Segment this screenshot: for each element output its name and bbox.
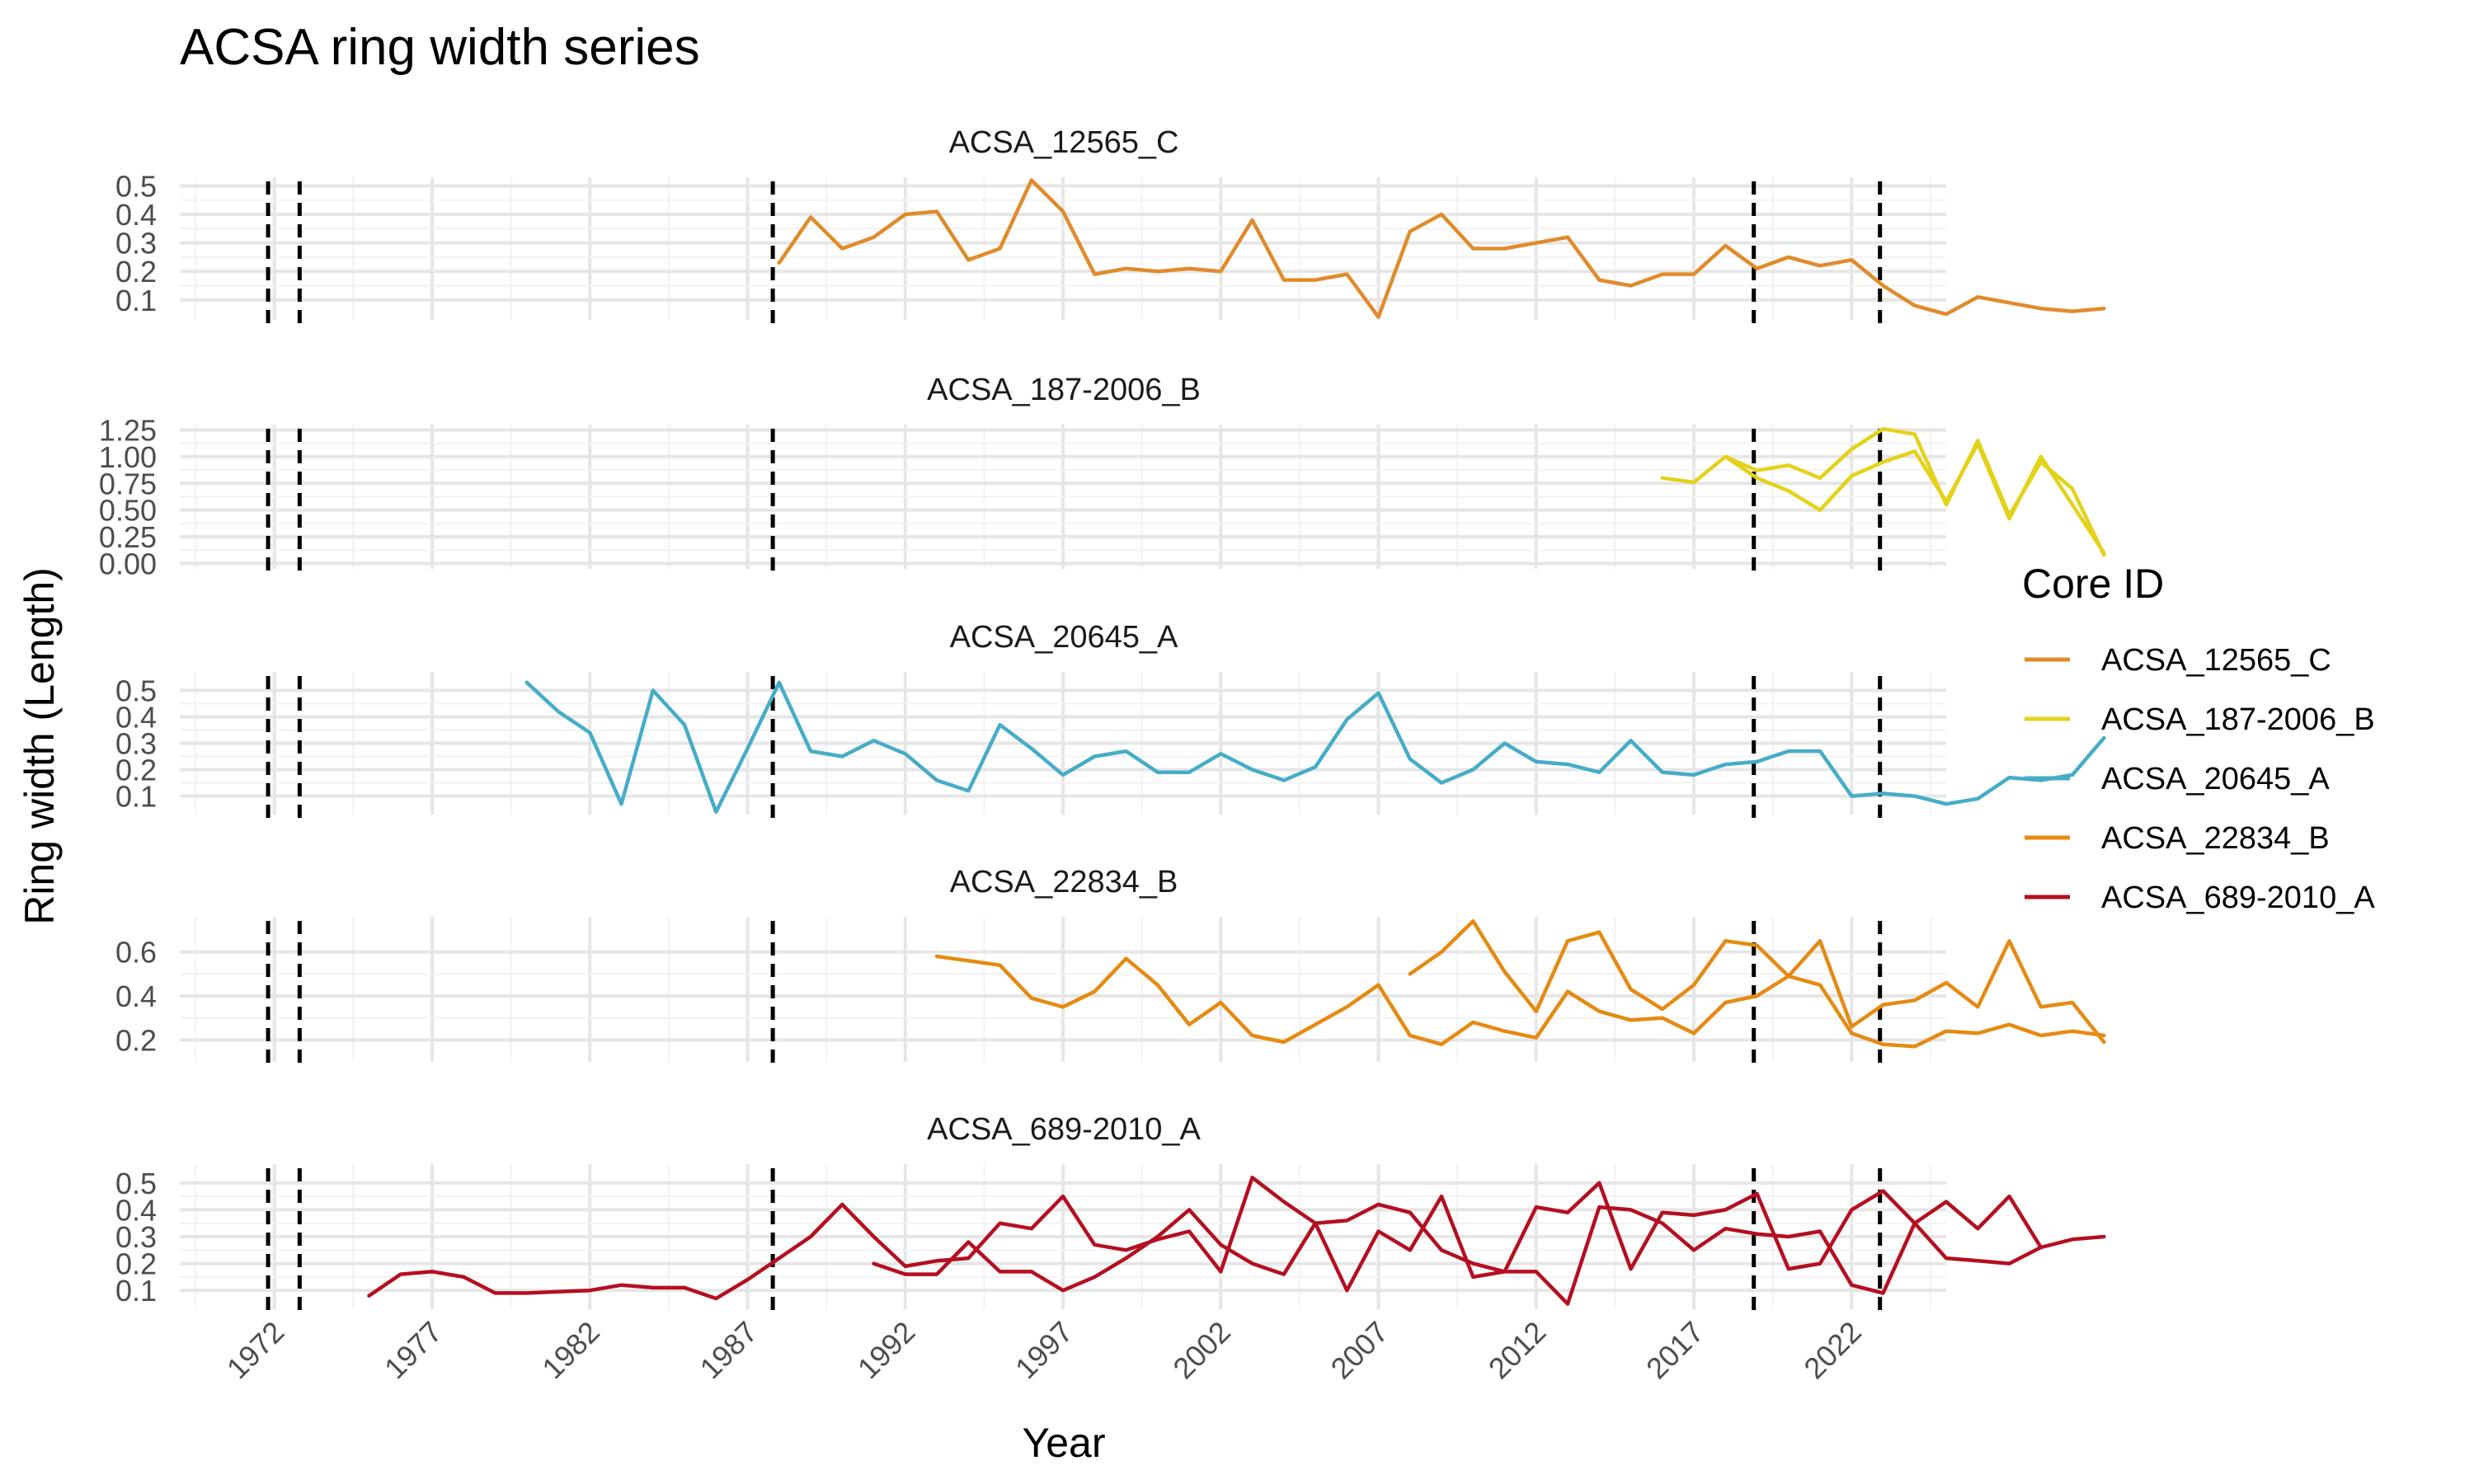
y-tick-label: 0.75 (99, 467, 157, 500)
panel-strip-label: ACSA_187-2006_B (927, 373, 1201, 407)
x-tick-label: 2002 (1166, 1315, 1237, 1386)
x-tick-label: 2022 (1797, 1315, 1868, 1386)
y-tick-label: 0.00 (99, 547, 157, 581)
x-tick-label: 1997 (1009, 1315, 1079, 1386)
panel-strip-label: ACSA_20645_A (950, 620, 1178, 655)
y-tick-label: 0.4 (115, 1193, 157, 1227)
legend-label: ACSA_187-2006_B (2101, 702, 2375, 737)
panel-strip-label: ACSA_22834_B (950, 865, 1178, 899)
y-tick-label: 0.1 (115, 284, 157, 317)
panels-layer: 0.10.20.30.40.5ACSA_12565_C0.000.250.500… (99, 125, 2106, 1313)
series-line-2 (872, 1194, 2106, 1306)
y-tick-label: 0.4 (115, 198, 157, 232)
series-line-2 (1724, 442, 2106, 555)
panel-2: 0.000.250.500.751.001.25 ACSA_187-2006_B (99, 373, 2106, 581)
series-line-1 (777, 178, 2106, 319)
x-tick-label: 1987 (694, 1315, 764, 1386)
y-axis-title: Ring width (Length) (16, 567, 63, 925)
panel-3: 0.10.20.30.40.5 ACSA_20645_A (115, 620, 2106, 819)
panel-strip-label: ACSA_689-2010_A (927, 1112, 1201, 1147)
legend-title: Core ID (2022, 561, 2164, 607)
y-tick-label: 0.4 (115, 700, 157, 734)
chart-title: ACSA ring width series (180, 19, 700, 76)
y-tick-label: 0.2 (115, 1023, 157, 1057)
panel-1: 0.10.20.30.40.5 ACSA_12565_C (115, 125, 2106, 324)
x-tick-label: 2007 (1324, 1315, 1395, 1386)
series-line-1 (367, 1176, 2044, 1301)
y-tick-label: 0.2 (115, 754, 157, 787)
x-tick-label: 1982 (535, 1315, 606, 1386)
y-tick-label: 1.25 (99, 413, 157, 447)
x-tick-label: 1977 (378, 1315, 449, 1386)
panel-strip-label: ACSA_12565_C (949, 125, 1179, 160)
y-tick-label: 0.1 (115, 1274, 157, 1308)
legend-label: ACSA_20645_A (2101, 762, 2330, 796)
y-tick-label: 0.2 (115, 255, 157, 289)
y-tick-label: 0.3 (115, 727, 157, 761)
y-tick-label: 0.5 (115, 674, 157, 707)
legend-label: ACSA_22834_B (2101, 821, 2330, 856)
y-tick-label: 1.00 (99, 440, 157, 474)
series-line-2 (1408, 919, 2106, 1045)
x-axis-title: Year (1022, 1420, 1105, 1466)
y-tick-label: 0.2 (115, 1247, 157, 1281)
x-axis: 1972 1977 1982 1987 1992 1997 2002 2007 2012 2017… (220, 1315, 1868, 1386)
x-tick-label: 2012 (1482, 1315, 1553, 1386)
y-tick-label: 0.1 (115, 780, 157, 814)
x-tick-label: 1992 (851, 1315, 922, 1386)
legend-label: ACSA_689-2010_A (2101, 881, 2375, 915)
x-tick-label: 2017 (1639, 1315, 1710, 1386)
y-tick-label: 0.50 (99, 494, 157, 528)
y-tick-label: 0.25 (99, 520, 157, 554)
series-line-1 (524, 680, 2106, 815)
panel-4: 0.2 0.4 0.6 ACSA_22834_B (115, 865, 2106, 1066)
legend: Core ID ACSA_12565_C ACSA_187-2006_B ACSA_… (2022, 561, 2375, 915)
x-tick-label: 1972 (220, 1315, 291, 1386)
legend-label: ACSA_12565_C (2101, 643, 2331, 678)
y-tick-label: 0.5 (115, 1167, 157, 1200)
y-tick-label: 0.3 (115, 227, 157, 261)
y-tick-label: 0.6 (115, 936, 157, 970)
panel-5: 0.10.20.30.40.5 ACSA_689-2010_A (115, 1112, 2106, 1313)
y-tick-label: 0.5 (115, 169, 157, 203)
y-tick-label: 0.4 (115, 979, 157, 1013)
series-line-1 (934, 954, 2106, 1049)
y-tick-label: 0.3 (115, 1220, 157, 1254)
